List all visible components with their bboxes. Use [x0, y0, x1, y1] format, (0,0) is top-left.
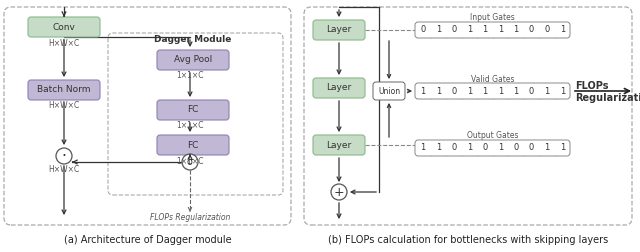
Text: FLOPs Regularization: FLOPs Regularization — [150, 212, 230, 222]
Text: 0: 0 — [420, 25, 426, 35]
Text: 1: 1 — [436, 25, 441, 35]
Text: Conv: Conv — [52, 22, 76, 32]
FancyBboxPatch shape — [313, 135, 365, 155]
FancyBboxPatch shape — [415, 22, 570, 38]
Text: Layer: Layer — [326, 141, 351, 149]
Text: 1×1×C: 1×1×C — [176, 121, 204, 131]
Text: H×W×C: H×W×C — [49, 39, 79, 47]
Text: 0: 0 — [529, 143, 534, 152]
Text: Union: Union — [378, 86, 400, 96]
FancyBboxPatch shape — [28, 17, 100, 37]
Text: 1: 1 — [513, 86, 518, 96]
Text: 1: 1 — [559, 143, 565, 152]
Text: 0: 0 — [529, 25, 534, 35]
Text: Input Gates: Input Gates — [470, 14, 515, 22]
Text: Dagger Module: Dagger Module — [154, 36, 232, 45]
Text: 1×1×C: 1×1×C — [176, 72, 204, 80]
FancyBboxPatch shape — [28, 80, 100, 100]
Text: Layer: Layer — [326, 83, 351, 92]
Text: Valid Gates: Valid Gates — [471, 75, 515, 83]
Text: 1: 1 — [559, 25, 565, 35]
Text: FC: FC — [188, 106, 198, 114]
Text: Output Gates: Output Gates — [467, 132, 518, 141]
Text: σ: σ — [187, 157, 193, 167]
Text: 1: 1 — [498, 86, 503, 96]
Text: 1: 1 — [436, 86, 441, 96]
Text: Batch Norm: Batch Norm — [37, 85, 91, 94]
Text: 1: 1 — [467, 86, 472, 96]
Text: 1: 1 — [482, 25, 488, 35]
Circle shape — [331, 184, 347, 200]
Text: 1: 1 — [420, 143, 426, 152]
Text: H×W×C: H×W×C — [49, 166, 79, 174]
Text: 0: 0 — [451, 86, 456, 96]
Text: 1: 1 — [482, 86, 488, 96]
Text: FC: FC — [188, 141, 198, 149]
Circle shape — [56, 148, 72, 164]
Text: 0: 0 — [529, 86, 534, 96]
Text: 0: 0 — [544, 25, 549, 35]
Text: (b) FLOPs calculation for bottlenecks with skipping layers: (b) FLOPs calculation for bottlenecks wi… — [328, 235, 608, 245]
FancyBboxPatch shape — [415, 83, 570, 99]
Text: Avg Pool: Avg Pool — [174, 55, 212, 65]
Text: Layer: Layer — [326, 25, 351, 35]
Text: 1: 1 — [544, 143, 549, 152]
Text: +: + — [333, 185, 344, 199]
Text: 0: 0 — [451, 143, 456, 152]
Text: 0: 0 — [513, 143, 518, 152]
Text: 1: 1 — [436, 143, 441, 152]
FancyBboxPatch shape — [415, 140, 570, 156]
Text: H×W×C: H×W×C — [49, 102, 79, 110]
Text: FLOPs: FLOPs — [575, 81, 609, 91]
Text: ·: · — [61, 148, 67, 164]
Text: 1: 1 — [467, 143, 472, 152]
FancyBboxPatch shape — [157, 135, 229, 155]
Text: 1: 1 — [513, 25, 518, 35]
Text: 1: 1 — [544, 86, 549, 96]
Text: 1: 1 — [498, 143, 503, 152]
Text: (a) Architecture of Dagger module: (a) Architecture of Dagger module — [64, 235, 232, 245]
FancyBboxPatch shape — [157, 50, 229, 70]
FancyBboxPatch shape — [373, 82, 405, 100]
FancyBboxPatch shape — [313, 78, 365, 98]
Text: 0: 0 — [482, 143, 488, 152]
Text: 0: 0 — [451, 25, 456, 35]
Circle shape — [182, 154, 198, 170]
Text: 1: 1 — [559, 86, 565, 96]
Text: 1: 1 — [467, 25, 472, 35]
Text: 1×1×C: 1×1×C — [176, 156, 204, 166]
Text: 1: 1 — [498, 25, 503, 35]
FancyBboxPatch shape — [313, 20, 365, 40]
Text: 1: 1 — [420, 86, 426, 96]
FancyBboxPatch shape — [157, 100, 229, 120]
Text: Regularization: Regularization — [575, 93, 640, 103]
